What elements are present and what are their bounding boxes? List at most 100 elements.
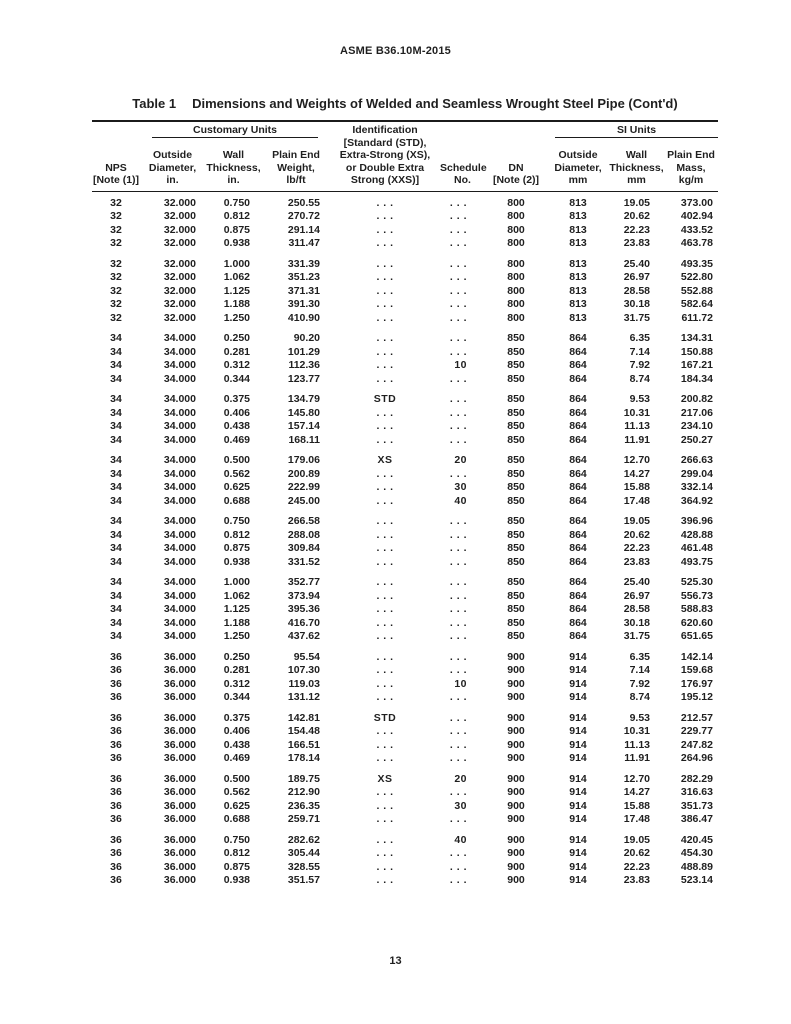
table-cell: 0.625 xyxy=(223,481,250,493)
table-cell: 0.312 xyxy=(223,677,250,690)
table-cell: . . . xyxy=(376,494,394,507)
table-cell: 864 xyxy=(569,359,587,371)
table-cell: 20.62 xyxy=(623,528,650,541)
table-cell: 433.52 xyxy=(680,223,713,236)
table-cell: 402.94 xyxy=(680,210,713,222)
table-cell: 12.70 xyxy=(623,454,650,466)
table-cell: 34.000 xyxy=(163,372,196,385)
table-cell: 454.30 xyxy=(680,847,713,859)
table-cell: 150.88 xyxy=(680,345,713,358)
table-cell: . . . xyxy=(449,237,467,249)
table-cell: 900 xyxy=(507,711,525,724)
table-cell: 0.938 xyxy=(223,555,250,568)
table-cell: . . . xyxy=(376,833,394,846)
table-cell: 34.000 xyxy=(163,467,196,480)
table-cell: 17.48 xyxy=(623,813,650,825)
table-cell: 270.72 xyxy=(287,210,320,222)
table-cell: 850 xyxy=(507,420,525,432)
table-cell: . . . xyxy=(376,311,394,324)
table-cell: 1.250 xyxy=(223,311,250,324)
table-cell: . . . xyxy=(449,515,467,527)
table-row: 34 34.000 1.125 395.36 . . . . . . 850 864 28.58… xyxy=(92,603,718,617)
table-cell: 36.000 xyxy=(163,725,196,737)
row-group-gap xyxy=(92,827,718,834)
table-cell: 34 xyxy=(110,603,122,615)
table-cell: 0.688 xyxy=(223,494,250,507)
table-cell: 247.82 xyxy=(680,738,713,751)
table-cell: 36.000 xyxy=(163,650,196,663)
table-cell: . . . xyxy=(449,725,467,737)
table-cell: . . . xyxy=(376,576,394,588)
table-cell: 331.52 xyxy=(287,555,320,568)
table-cell: 864 xyxy=(569,576,587,588)
table-cell: 291.14 xyxy=(287,223,320,236)
table-cell: 36 xyxy=(110,786,122,798)
table-cell: 416.70 xyxy=(287,616,320,629)
table-cell: 914 xyxy=(569,874,587,886)
table-cell: . . . xyxy=(449,786,467,798)
table-cell: 212.57 xyxy=(680,711,713,724)
table-cell: 6.35 xyxy=(629,650,650,663)
table-cell: 0.812 xyxy=(223,528,250,541)
table-cell: 32.000 xyxy=(163,257,196,270)
table-row: 32 32.000 1.250 410.90 . . . . . . 800 813 31.75… xyxy=(92,312,718,326)
table-cell: 900 xyxy=(507,772,525,785)
table-cell: 34.000 xyxy=(163,332,196,344)
table-cell: 264.96 xyxy=(680,752,713,764)
table-cell: 850 xyxy=(507,393,525,405)
header-schedule-no: Schedule No. xyxy=(440,161,487,187)
table-cell: 34 xyxy=(110,359,122,371)
table-cell: 813 xyxy=(569,257,587,270)
table-cell: 850 xyxy=(507,359,525,371)
table-cell: 525.30 xyxy=(680,576,713,588)
table-cell: 864 xyxy=(569,332,587,344)
table-cell: . . . xyxy=(449,298,467,310)
table-cell: 34.000 xyxy=(163,454,196,466)
table-cell: 34 xyxy=(110,420,122,432)
table-cell: 332.14 xyxy=(680,481,713,493)
table-row: 36 36.000 0.344 131.12 . . . . . . 900 914 8.74 1… xyxy=(92,691,718,705)
table-cell: . . . xyxy=(376,271,394,283)
table-cell: 7.92 xyxy=(629,359,650,371)
table-cell: 800 xyxy=(507,257,525,270)
table-cell: 1.250 xyxy=(223,630,250,642)
table-cell: 850 xyxy=(507,332,525,344)
table-cell: . . . xyxy=(449,860,467,873)
table-cell: 34 xyxy=(110,481,122,493)
table-cell: XS xyxy=(377,454,393,466)
table-cell: 864 xyxy=(569,393,587,405)
table-cell: . . . xyxy=(449,542,467,554)
table-cell: 850 xyxy=(507,372,525,385)
header-wall-thickness-in: Wall Thickness, in. xyxy=(206,149,261,186)
table-cell: 34 xyxy=(110,528,122,541)
table-cell: XS xyxy=(377,772,393,785)
table-row: 34 34.000 0.469 168.11 . . . . . . 850 864 11.91… xyxy=(92,434,718,448)
table-cell: 36 xyxy=(110,691,122,703)
table-cell: 134.31 xyxy=(680,332,713,344)
table-cell: 864 xyxy=(569,406,587,419)
table-cell: 222.99 xyxy=(287,481,320,493)
table-cell: 1.000 xyxy=(223,576,250,588)
table-cell: 34.000 xyxy=(163,494,196,507)
table-cell: . . . xyxy=(449,874,467,886)
table-cell: 800 xyxy=(507,237,525,249)
table-cell: 0.750 xyxy=(223,196,250,209)
table-cell: . . . xyxy=(449,711,467,724)
table-row: 34 34.000 0.375 134.79 STD . . . 850 864 9.53 200… xyxy=(92,393,718,407)
table-cell: 30 xyxy=(454,799,467,812)
pipe-dimensions-table: Customary Units SI Units NPS [Note (1)] … xyxy=(92,120,718,888)
table-row: 34 34.000 0.250 90.20 . . . . . . 850 864 6.35 13… xyxy=(92,332,718,346)
table-cell: 20 xyxy=(454,454,467,466)
table-cell: 311.47 xyxy=(288,237,320,249)
table-cell: 101.29 xyxy=(287,345,320,358)
table-cell: 36.000 xyxy=(163,847,196,859)
table-cell: 36 xyxy=(110,711,122,724)
table-cell: 19.05 xyxy=(623,833,650,846)
table-cell: 914 xyxy=(569,847,587,859)
table-cell: . . . xyxy=(449,372,467,385)
table-cell: 8.74 xyxy=(629,691,650,703)
row-group-gap xyxy=(92,447,718,454)
table-cell: 32 xyxy=(110,298,122,310)
table-cell: 36.000 xyxy=(163,813,196,825)
table-cell: 813 xyxy=(569,223,587,236)
